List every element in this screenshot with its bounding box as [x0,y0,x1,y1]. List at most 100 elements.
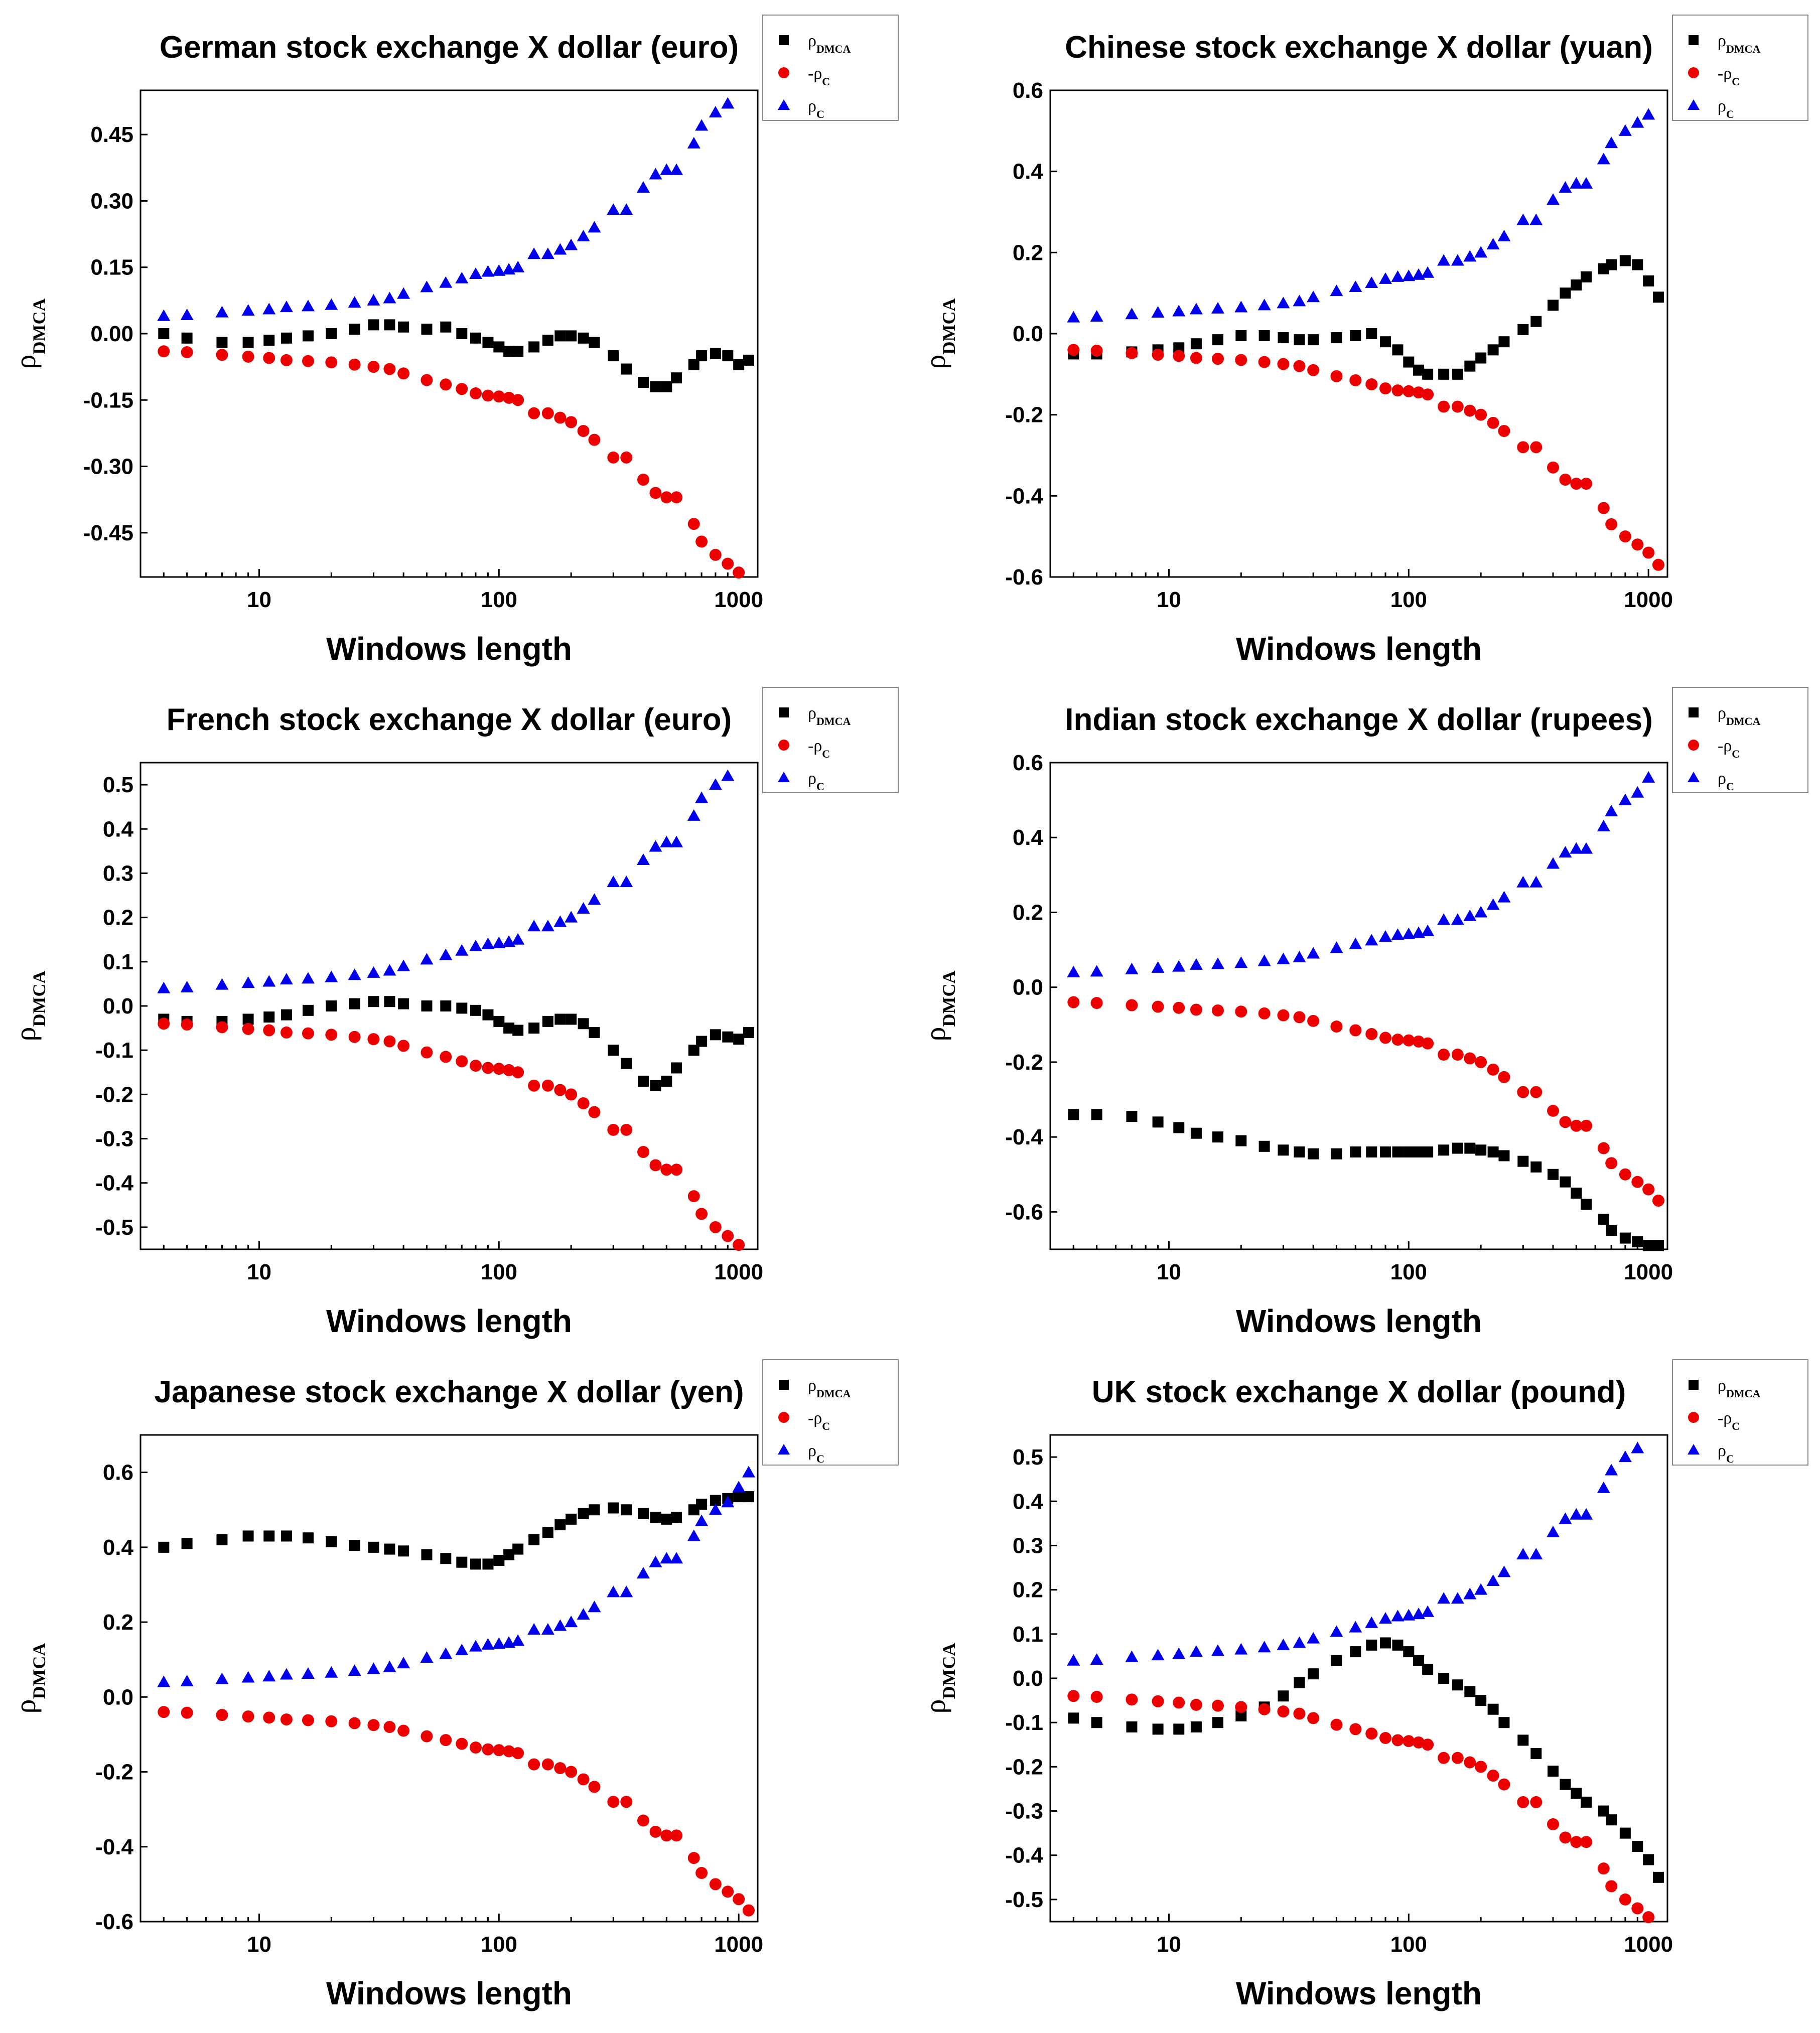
point-dmca [661,1513,672,1525]
point-dmca [456,328,468,339]
y-tick-label: -0.4 [95,1171,133,1196]
point-rho_c [1211,302,1225,314]
point-rho_c [481,1638,495,1650]
point-neg_rho_c [482,389,494,402]
point-rho_c [527,1623,541,1635]
point-rho_c [1497,230,1511,241]
point-rho_c [695,119,709,131]
point-rho_c [397,287,410,299]
point-dmca [1212,334,1224,346]
point-rho_c [577,1608,590,1620]
point-neg_rho_c [649,1159,662,1172]
point-neg_rho_c [1277,358,1290,370]
point-rho_c [1257,954,1271,966]
point-neg_rho_c [1293,360,1306,372]
point-rho_c [1349,1621,1362,1633]
x-axis-label: Windows length [326,631,572,667]
point-neg_rho_c [1517,441,1529,454]
point-neg_rho_c [541,1758,554,1771]
point-neg_rho_c [1307,364,1320,376]
legend-label-dmca: ρDMCA [808,1376,851,1400]
point-neg_rho_c [1464,1756,1476,1769]
point-dmca [566,330,577,342]
point-neg_rho_c [554,1084,567,1096]
x-tick-label: 100 [1390,588,1427,612]
point-dmca [696,1036,708,1047]
y-tick-label: -0.4 [1005,1843,1043,1868]
y-tick-label: -0.2 [1005,1050,1043,1075]
point-dmca [1403,356,1415,368]
point-rho_c [1172,1647,1186,1659]
series-neg_rho_c [1067,344,1664,571]
point-neg_rho_c [1631,1176,1644,1188]
point-rho_c [687,1529,701,1541]
point-rho_c [1529,213,1543,225]
point-rho_c [637,853,650,865]
y-tick-label: 0.0 [103,1685,133,1709]
point-neg_rho_c [742,1904,755,1917]
point-dmca [1548,1766,1559,1777]
point-neg_rho_c [1580,478,1593,490]
point-neg_rho_c [1293,1707,1306,1720]
point-dmca [542,1527,553,1538]
point-rho_c [1257,1641,1271,1653]
point-rho_c [1391,1610,1405,1622]
point-neg_rho_c [1190,1698,1202,1711]
point-neg_rho_c [1570,478,1583,490]
series-rho_c [157,1466,755,1687]
point-neg_rho_c [722,1230,734,1242]
point-dmca [1235,1710,1247,1721]
point-neg_rho_c [1258,1703,1271,1715]
point-rho_c [1172,960,1186,972]
point-rho_c [1125,1650,1139,1662]
point-rho_c [732,1481,746,1493]
point-neg_rho_c [607,451,620,464]
point-dmca [1380,336,1391,348]
point-dmca [493,1015,505,1027]
point-neg_rho_c [588,1106,601,1118]
legend-label-neg_rho_c: -ρC [808,64,830,88]
point-rho_c [553,243,567,255]
point-neg_rho_c [670,491,683,504]
y-tick-label: 0.1 [103,950,133,974]
point-dmca [650,381,661,392]
point-dmca [456,1002,468,1014]
x-axis-label: Windows length [326,1303,572,1339]
point-dmca [263,1530,275,1542]
point-neg_rho_c [158,1706,170,1718]
point-rho_c [1402,927,1416,939]
legend-label-neg_rho_c: -ρC [1718,1409,1740,1432]
point-neg_rho_c [620,1123,633,1136]
x-tick-label: 1000 [714,588,763,612]
y-tick-label: 0.1 [1013,1622,1043,1647]
point-neg_rho_c [588,433,601,446]
point-neg_rho_c [1487,1063,1499,1076]
y-tick-label: 0.30 [90,189,133,213]
point-rho_c [1211,957,1225,969]
x-tick-label: 10 [1157,1260,1181,1284]
point-neg_rho_c [670,1829,683,1842]
point-neg_rho_c [1597,1142,1610,1154]
point-dmca [440,1000,452,1011]
series-rho_c [157,97,735,321]
point-neg_rho_c [660,1164,673,1176]
y-tick-label: 0.3 [1013,1533,1043,1558]
x-axis-label: Windows length [1236,631,1482,667]
point-neg_rho_c [512,1066,524,1079]
point-dmca [1173,342,1185,354]
point-neg_rho_c [1422,388,1434,401]
point-rho_c [1570,1508,1583,1520]
point-neg_rho_c [1152,1695,1164,1707]
y-tick-label: 0.6 [1013,78,1043,103]
point-rho_c [709,106,722,118]
point-rho_c [367,966,380,978]
point-dmca [1475,1144,1487,1156]
point-rho_c [660,163,673,175]
point-dmca [1498,1150,1510,1161]
point-dmca [1619,1232,1631,1244]
point-rho_c [709,1503,722,1515]
series-neg_rho_c [158,1018,745,1251]
point-neg_rho_c [325,1715,338,1727]
point-neg_rho_c [1559,1116,1572,1128]
point-rho_c [620,1585,633,1598]
